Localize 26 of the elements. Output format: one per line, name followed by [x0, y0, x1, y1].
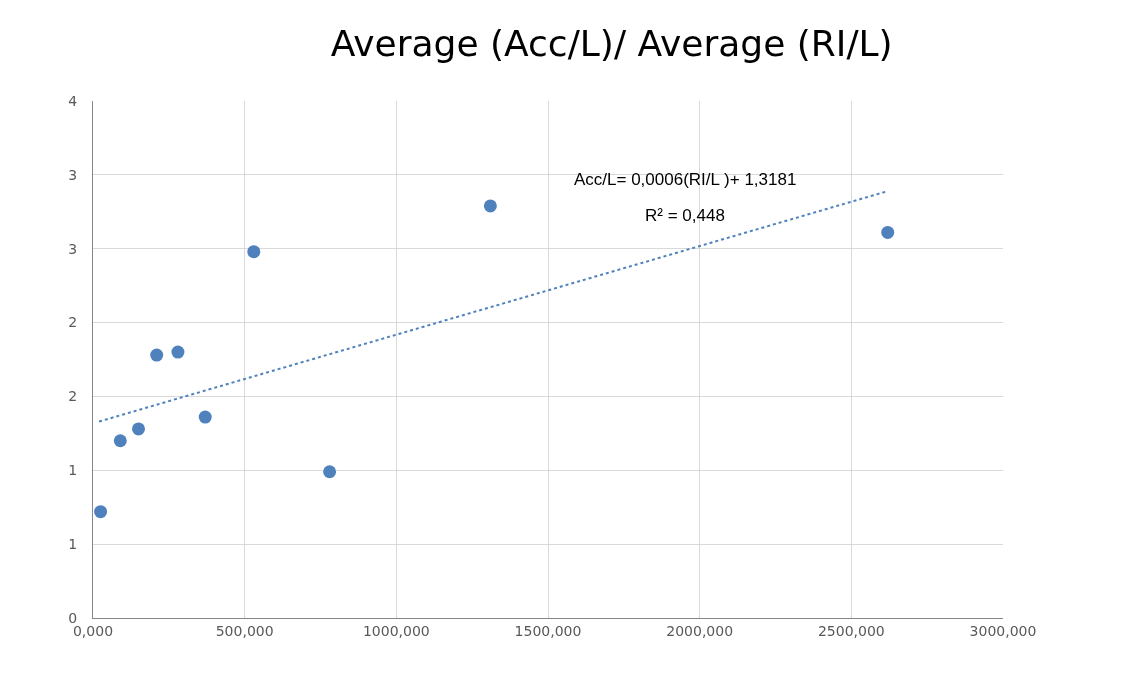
y-tick-label: 4 [68, 92, 78, 109]
y-tick-label: 1 [68, 536, 78, 553]
y-tick-label: 3 [68, 166, 78, 183]
point [247, 245, 261, 259]
point [171, 345, 185, 359]
x-tick-label: 1500,000 [514, 622, 582, 639]
x-tick-label: 2500,000 [817, 622, 885, 639]
point [150, 348, 164, 362]
y-tick-label: 2 [68, 388, 78, 405]
x-tick-label: 3000,000 [969, 622, 1037, 639]
annotation: R² = 0,448 [645, 206, 725, 225]
point [94, 505, 108, 519]
y-tick-label: 1 [68, 462, 78, 479]
point [132, 422, 145, 436]
y-tick-label: 2 [68, 314, 78, 331]
x-tick-label: 1000,000 [362, 622, 430, 639]
chart-title: Average (Acc/L)/ Average (RI/L) [330, 22, 893, 64]
x-tick-label: 2000,000 [666, 622, 734, 639]
point [483, 199, 497, 213]
point [323, 465, 337, 479]
point [198, 410, 212, 424]
x-tick-label: 500,000 [215, 622, 274, 639]
annotation: Acc/L= 0,0006(RI/L )+ 1,3181 [574, 170, 797, 189]
point [881, 225, 895, 239]
point [113, 434, 127, 448]
y-tick-label: 3 [68, 240, 78, 257]
